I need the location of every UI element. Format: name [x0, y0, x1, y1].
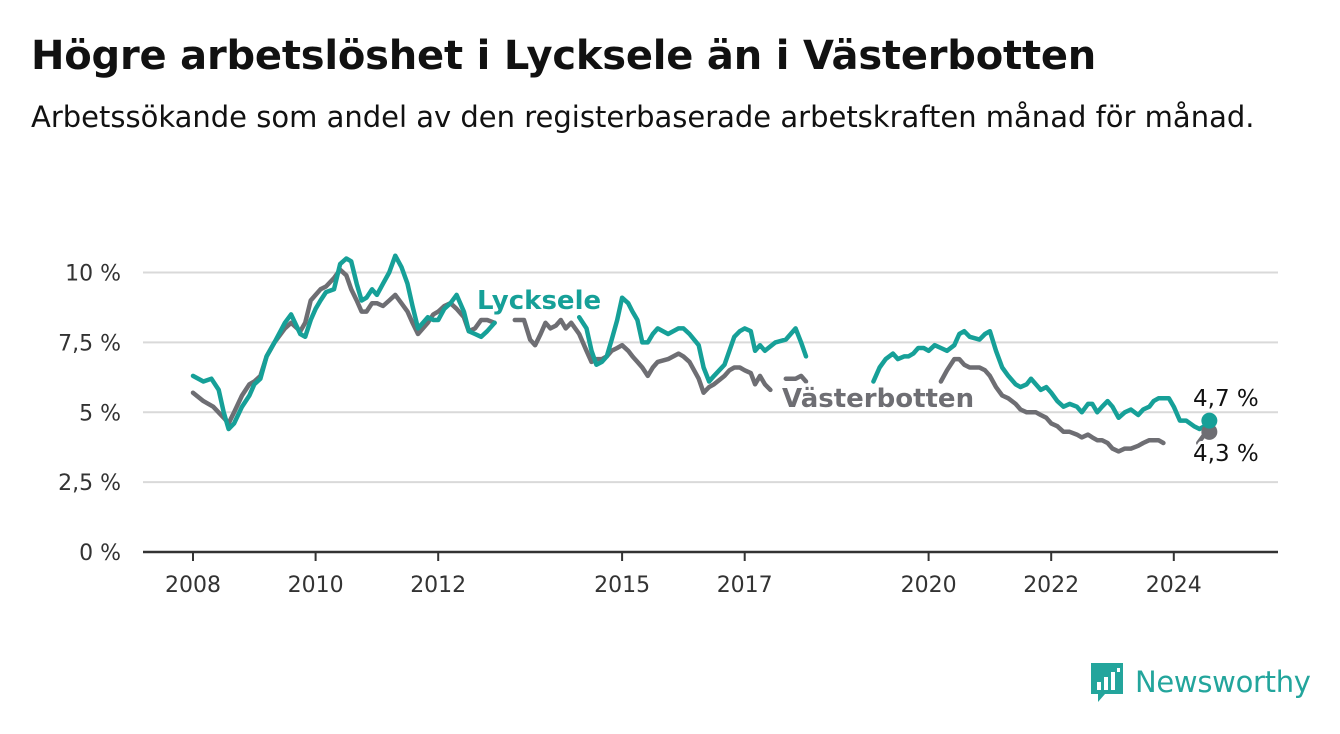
y-tick-label: 5 % — [79, 401, 121, 426]
brand-name: Newsworthy — [1135, 665, 1311, 699]
series-line-vasterbotten — [190, 267, 1212, 454]
end-label-vasterbotten: 4,3 % — [1193, 441, 1259, 467]
newsworthy-brand: Newsworthy — [1089, 661, 1311, 703]
y-tick-label: 0 % — [79, 541, 121, 566]
series-labels: Lycksele Västerbotten 4,7 % 4,3 % — [474, 283, 1262, 471]
y-axis-tick-labels: 0 % 2,5 % 5 % 7,5 % 10 % — [58, 262, 121, 567]
y-tick-label: 7,5 % — [58, 331, 121, 356]
x-tick-label: 2008 — [165, 573, 221, 598]
x-tick-label: 2010 — [288, 573, 344, 598]
end-label-lycksele: 4,7 % — [1193, 386, 1259, 412]
x-axis-ticks: 2008 2010 2012 2015 2017 2020 2022 2024 — [165, 552, 1202, 598]
chart-title: Högre arbetslöshet i Lycksele än i Väste… — [31, 33, 1097, 79]
x-tick-label: 2012 — [410, 573, 466, 598]
x-tick-label: 2022 — [1023, 573, 1079, 598]
grid-lines — [143, 271, 1278, 554]
x-tick-label: 2017 — [717, 573, 773, 598]
y-tick-label: 2,5 % — [58, 471, 121, 496]
series-label-vasterbotten: Västerbotten — [782, 384, 974, 414]
y-tick-label: 10 % — [65, 262, 121, 287]
series-label-lycksele: Lycksele — [477, 286, 601, 316]
end-point-vasterbotten — [1201, 423, 1218, 440]
end-point-lycksele — [1201, 412, 1218, 429]
series-lines — [190, 253, 1218, 454]
chart-subtitle: Arbetssökande som andel av den registerb… — [31, 100, 1255, 134]
x-tick-label: 2015 — [594, 573, 650, 598]
x-tick-label: 2024 — [1146, 573, 1202, 598]
series-line-lycksele — [190, 253, 1212, 432]
x-tick-label: 2020 — [901, 573, 957, 598]
bar-chart-logo-icon — [1091, 663, 1123, 702]
